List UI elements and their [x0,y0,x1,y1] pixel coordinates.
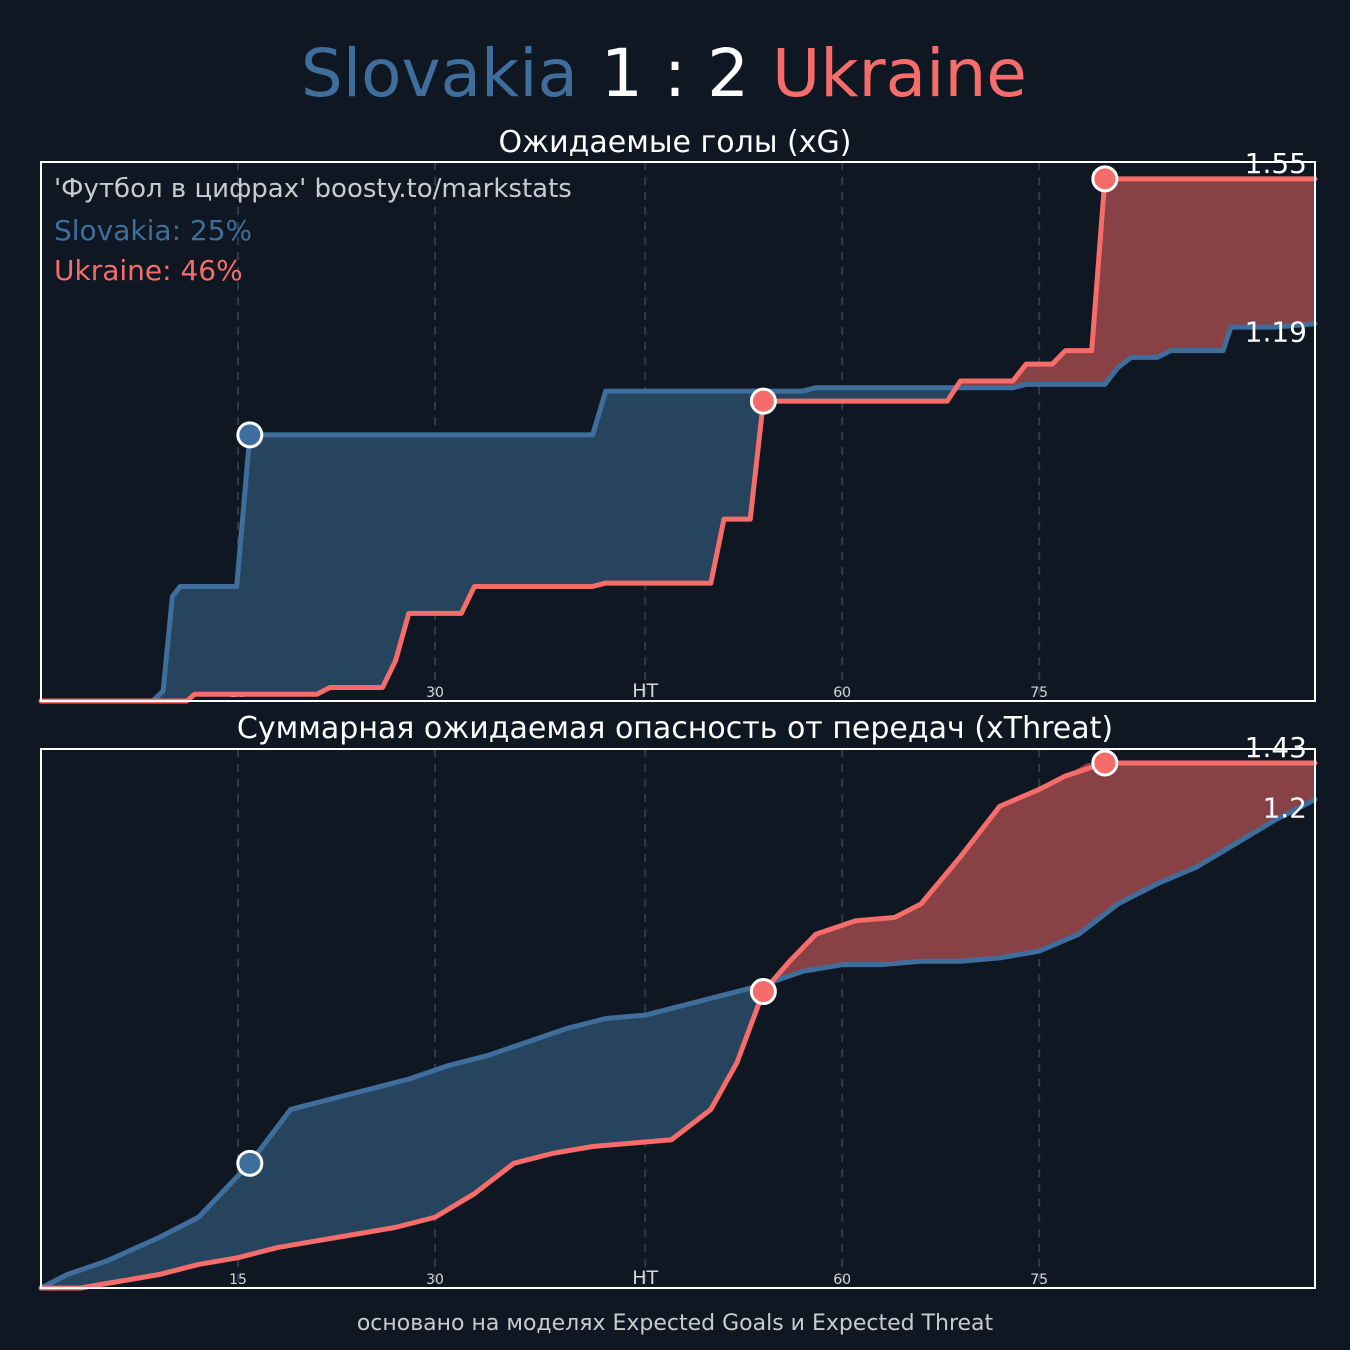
xthreat-home-advantage-area [41,980,774,1288]
xthreat-x-tick-label: HT [632,1267,658,1289]
xthreat-x-tick-label: 75 [1030,1272,1048,1288]
home-team-title: Slovakia [301,35,578,112]
home-win-probability: Slovakia: 25% [54,214,252,247]
xthreat-panel-title: Суммарная ожидаемая опасность от передач… [237,711,1113,746]
xg-away-goal-marker [1091,165,1119,193]
xthreat-x-tick-label: 60 [833,1272,851,1288]
xthreat-away-advantage-area [773,763,1315,982]
xg-plot-frame [40,161,1316,702]
xthreat-panel: Суммарная ожидаемая опасность от передач… [38,711,1318,1291]
xthreat-x-tick-label: 15 [229,1272,247,1288]
xthreat-home-line [38,797,1318,1291]
xg-x-tick-label: 75 [1030,685,1048,701]
xg-home-line [38,321,1318,704]
xthreat-plot-frame [40,748,1316,1289]
xg-home-goal-marker [236,421,264,449]
xg-away-goal-marker [749,387,777,415]
xg-home-advantage-area [41,386,958,701]
xg-panel-title: Ожидаемые голы (xG) [499,125,852,160]
xthreat-x-tick-label: 30 [426,1272,444,1288]
xthreat-away-line [38,760,1318,1291]
away-win-probability: Ukraine: 46% [54,254,243,287]
away-team-title: Ukraine [772,35,1027,112]
xg-x-tick-label: HT [632,680,658,702]
xthreat-away-end-value: 1.43 [1245,731,1307,764]
xthreat-plot-area: 15 30 HT 60 75 1.2 1.43 [38,731,1318,1291]
xg-away-line [38,176,1318,704]
xthreat-home-goal-marker [236,1149,264,1177]
xg-away-end-value: 1.55 [1245,147,1307,180]
xg-home-end-value: 1.19 [1245,316,1307,349]
footer-note: основано на моделях Expected Goals и Exp… [357,1311,994,1336]
xg-x-tick-label: 60 [833,685,851,701]
brand-credit: 'Футбол в цифрах' boosty.to/markstats [54,174,572,204]
match-score: 1 : 2 [601,35,749,112]
xthreat-away-goal-marker [1091,749,1119,777]
xg-x-tick-label: 30 [426,685,444,701]
xthreat-away-goal-marker [749,978,777,1006]
xthreat-home-end-value: 1.2 [1262,792,1307,825]
